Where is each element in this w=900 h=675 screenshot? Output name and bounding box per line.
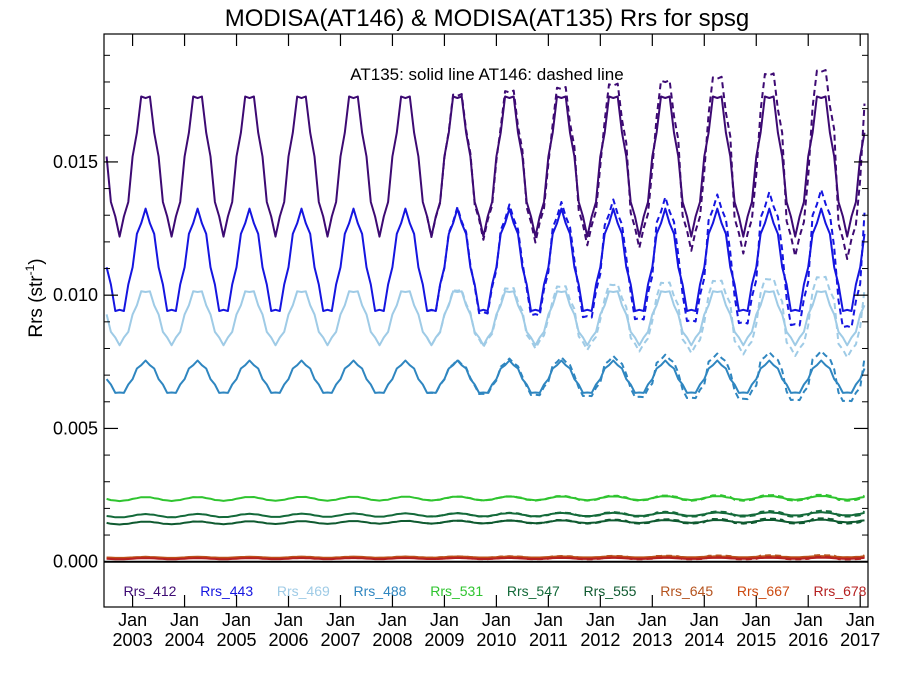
x-tick-label-year: 2004 [165, 630, 205, 650]
x-tick-label-month: Jan [586, 610, 615, 630]
x-tick-label-month: Jan [690, 610, 719, 630]
legend-item-Rrs_412: Rrs_412 [124, 583, 177, 599]
line-style-annotation: AT135: solid line AT146: dashed line [350, 65, 623, 84]
x-tick-label-year: 2016 [788, 630, 828, 650]
x-tick-label-year: 2015 [736, 630, 776, 650]
x-tick-label-month: Jan [430, 610, 459, 630]
legend-item-Rrs_555: Rrs_555 [584, 583, 637, 599]
x-tick-label-month: Jan [118, 610, 147, 630]
x-tick-label-month: Jan [794, 610, 823, 630]
series-solid-Rrs_443 [105, 207, 866, 312]
legend-item-Rrs_469: Rrs_469 [277, 583, 330, 599]
x-tick-label-month: Jan [326, 610, 355, 630]
x-tick-label-month: Jan [222, 610, 251, 630]
x-tick-label-year: 2005 [217, 630, 257, 650]
legend-item-Rrs_667: Rrs_667 [737, 583, 790, 599]
series-solid-Rrs_547 [106, 511, 865, 519]
y-axis-label: Rrs (str-1) [23, 258, 47, 337]
legend-item-Rrs_678: Rrs_678 [814, 583, 867, 599]
series-solid-Rrs_678 [106, 556, 865, 561]
chart-title: MODISA(AT146) & MODISA(AT135) Rrs for sp… [225, 5, 750, 32]
x-tick-label-year: 2008 [372, 630, 412, 650]
series-solid-Rrs_488 [105, 359, 866, 394]
x-tick-label-year: 2007 [320, 630, 360, 650]
y-tick-label: 0.005 [53, 418, 98, 438]
series-dashed-Rrs_488 [427, 350, 866, 403]
x-tick-label-year: 2010 [476, 630, 516, 650]
legend-item-Rrs_488: Rrs_488 [354, 583, 407, 599]
x-tick-label-year: 2011 [529, 630, 568, 650]
legend-item-Rrs_547: Rrs_547 [507, 583, 560, 599]
series-solid-Rrs_469 [105, 290, 866, 347]
x-tick-label-year: 2013 [632, 630, 672, 650]
legend-item-Rrs_645: Rrs_645 [660, 583, 713, 599]
x-tick-label-month: Jan [846, 610, 875, 630]
x-tick-label-year: 2009 [424, 630, 464, 650]
series-dashed-Rrs_412 [426, 69, 866, 260]
plot-area: 0.0000.0050.0100.015Jan2003Jan2004Jan200… [53, 33, 880, 650]
x-tick-label-month: Jan [742, 610, 771, 630]
series-solid-Rrs_412 [105, 95, 866, 238]
y-axis-label-main: Rrs (str [26, 275, 47, 338]
y-axis-label-sup: -1 [23, 264, 37, 275]
x-tick-label-year: 2017 [840, 630, 880, 650]
legend-item-Rrs_531: Rrs_531 [430, 583, 483, 599]
y-tick-label: 0.015 [53, 152, 98, 172]
x-tick-label-month: Jan [274, 610, 303, 630]
x-tick-label-month: Jan [170, 610, 199, 630]
x-tick-label-year: 2003 [113, 630, 153, 650]
series-solid-Rrs_531 [106, 495, 865, 503]
series-solid-Rrs_555 [106, 518, 865, 526]
x-tick-label-month: Jan [378, 610, 407, 630]
x-tick-label-year: 2014 [684, 630, 724, 650]
x-tick-label-month: Jan [638, 610, 667, 630]
x-tick-label-month: Jan [482, 610, 511, 630]
legend-item-Rrs_443: Rrs_443 [200, 583, 253, 599]
plot-frame [103, 33, 869, 608]
series-dashed-Rrs_469 [426, 275, 866, 359]
x-tick-label-year: 2006 [268, 630, 308, 650]
y-tick-label: 0.000 [53, 552, 98, 572]
x-tick-label-month: Jan [534, 610, 563, 630]
x-tick-label-year: 2012 [580, 630, 620, 650]
y-axis-label-close: ) [26, 258, 47, 264]
y-tick-label: 0.010 [53, 285, 98, 305]
